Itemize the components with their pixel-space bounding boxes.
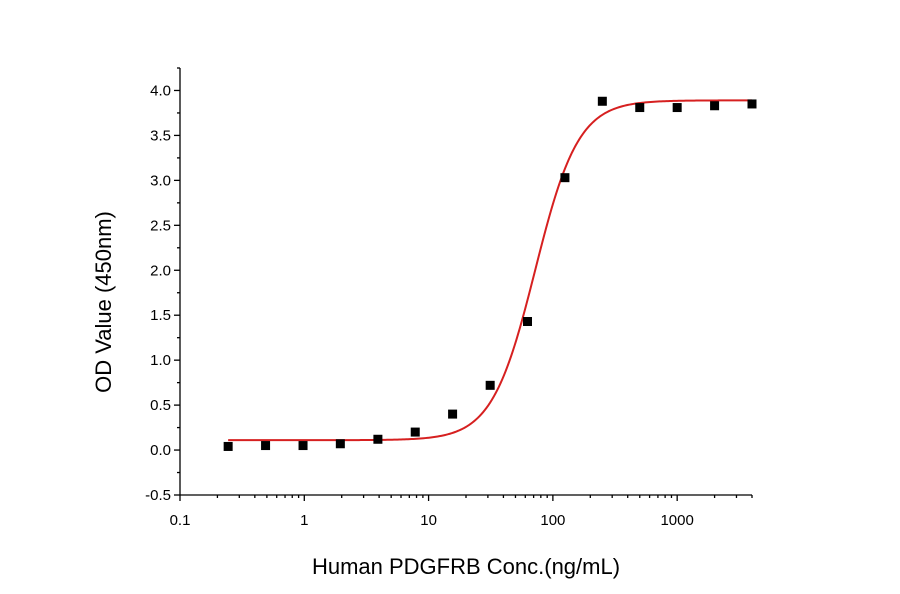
x-tick-label: 1: [300, 512, 308, 529]
y-tick-label: 0.5: [150, 397, 171, 414]
data-point: [410, 427, 420, 437]
data-point: [597, 96, 607, 106]
data-point: [635, 103, 645, 113]
data-point: [373, 434, 383, 444]
y-tick-label: 3.5: [150, 127, 171, 144]
fit-curve: [228, 99, 752, 442]
y-ticks: -0.5 0.0 0.5 1.0 1.5 2.0 2.5 3.0 3.5 4.0: [145, 67, 180, 504]
y-tick-label: 2.5: [150, 217, 171, 234]
x-tick-label: 100: [540, 512, 565, 529]
data-points: [223, 96, 757, 451]
y-tick-label: 1.5: [150, 307, 171, 324]
y-axis-title: OD Value (450nm): [91, 211, 116, 393]
x-axis-title: Human PDGFRB Conc.(ng/mL): [312, 554, 620, 579]
data-point: [672, 103, 682, 113]
y-tick-label: 4.0: [150, 82, 171, 99]
data-point: [710, 101, 720, 111]
y-tick-label: 1.0: [150, 352, 171, 369]
data-point: [223, 441, 233, 451]
y-tick-label: 0.0: [150, 442, 171, 459]
y-tick-label: -0.5: [145, 487, 171, 504]
data-point: [747, 99, 757, 109]
y-tick-label: 2.0: [150, 262, 171, 279]
x-tick-label: 0.1: [170, 512, 191, 529]
data-point: [485, 380, 495, 390]
data-point: [335, 439, 345, 449]
data-point: [448, 409, 458, 419]
x-tick-label: 1000: [660, 512, 693, 529]
axes: [179, 68, 752, 496]
x-tick-label: 10: [420, 512, 437, 529]
data-point: [298, 441, 308, 451]
data-point: [261, 441, 271, 451]
x-ticks: 0.1 1 10 100 1000: [170, 495, 753, 529]
data-point: [523, 317, 533, 327]
fit-curve-group: [228, 99, 752, 442]
data-point: [560, 173, 570, 183]
y-tick-label: 3.0: [150, 172, 171, 189]
